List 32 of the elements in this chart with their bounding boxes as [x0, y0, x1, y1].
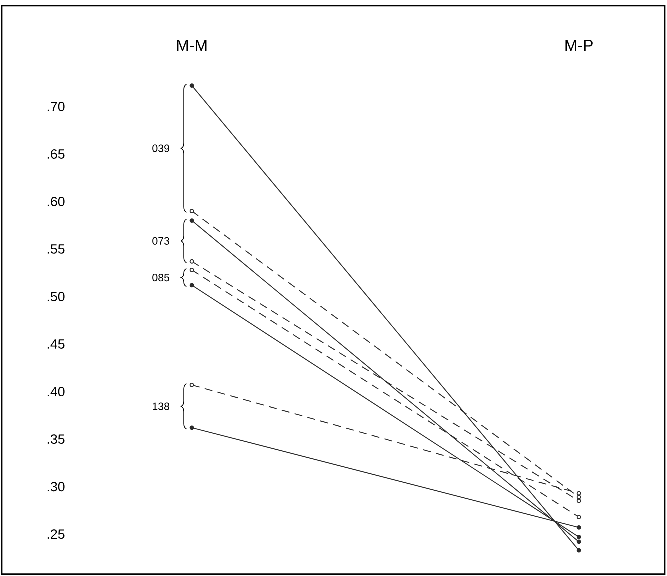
- point: [190, 268, 194, 272]
- y-tick-label: .25: [48, 530, 65, 539]
- point: [190, 382, 194, 388]
- point: [576, 514, 582, 520]
- point: [190, 218, 194, 223]
- point: [190, 426, 194, 430]
- y-tick-label: .70: [48, 102, 65, 112]
- y-tick-label: .45: [48, 340, 65, 349]
- point: [576, 534, 582, 540]
- point: [190, 83, 194, 88]
- point: [576, 498, 582, 504]
- point: [190, 208, 194, 214]
- point: [576, 525, 582, 530]
- y-tick-label: .65: [48, 149, 65, 159]
- point: [576, 548, 582, 553]
- point: [190, 259, 194, 264]
- point: [576, 540, 582, 544]
- y-tick-label: .60: [48, 196, 65, 206]
- x-tick-label: M-P: [566, 40, 593, 51]
- annotation: 138: [153, 402, 170, 410]
- y-tick-label: .40: [48, 386, 65, 396]
- x-tick-label: M-M: [177, 40, 207, 51]
- point: [576, 491, 582, 496]
- annotation: 039: [152, 144, 170, 152]
- annotation: 085: [152, 274, 170, 282]
- y-tick-label: .50: [48, 292, 65, 302]
- point: [576, 494, 582, 500]
- point: [190, 283, 194, 288]
- y-tick-label: .30: [48, 482, 65, 492]
- annotation: 073: [152, 237, 170, 245]
- y-tick-label: .35: [48, 434, 65, 444]
- y-tick-label: .55: [48, 244, 65, 254]
